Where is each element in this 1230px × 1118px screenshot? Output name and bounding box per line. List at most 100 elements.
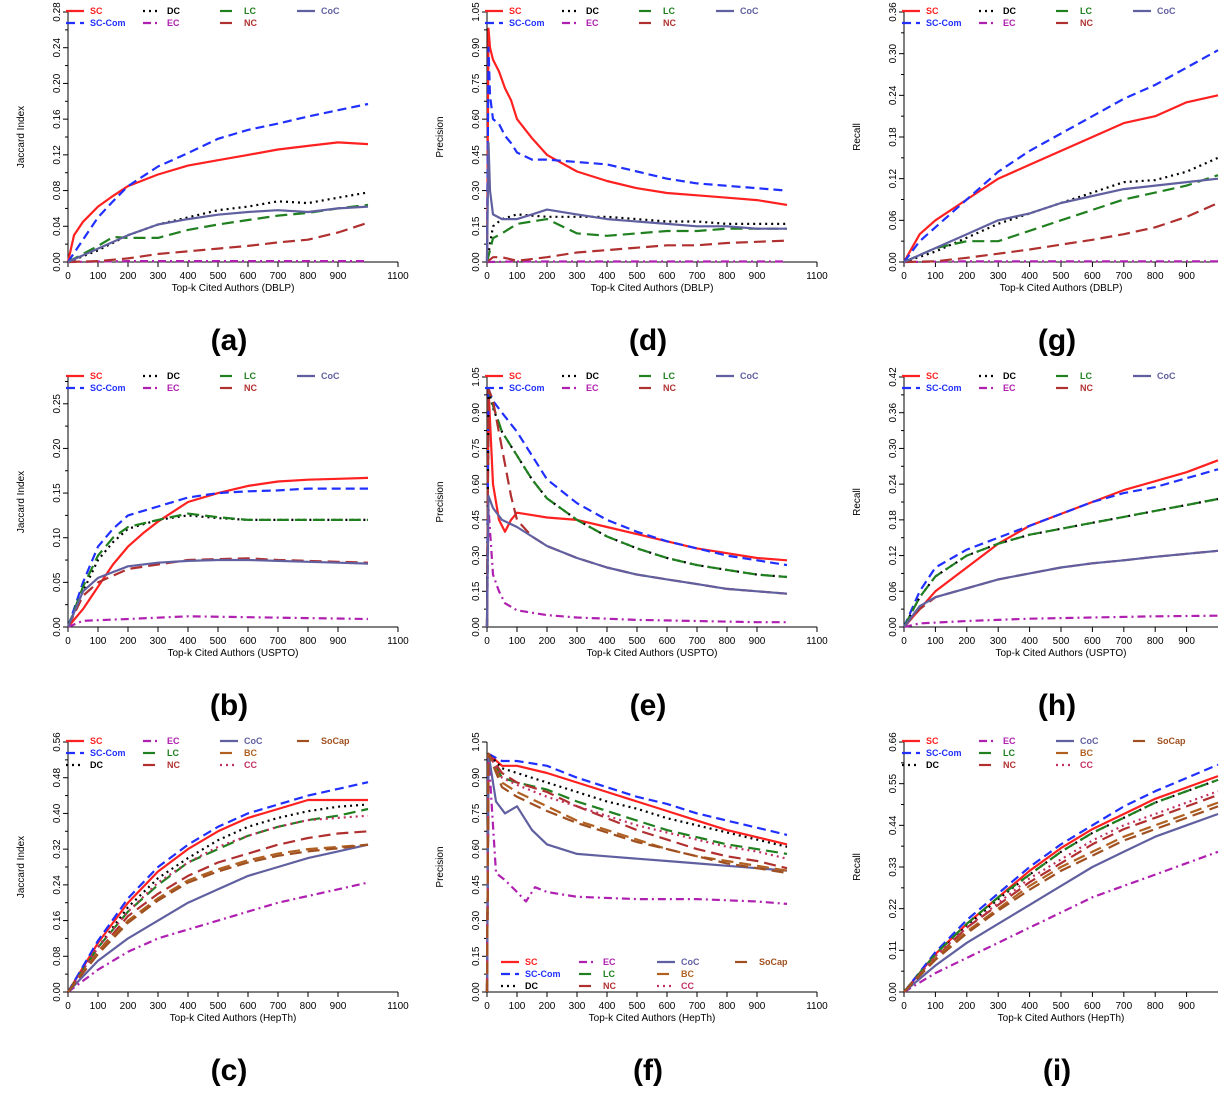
legend-entry-ec: EC [579,957,616,967]
x-tick-label: 800 [300,271,317,282]
x-tick-label: 300 [990,636,1007,647]
x-tick-label: 700 [1115,1001,1132,1012]
legend-label: CC [244,760,257,770]
x-axis-title: Top-k Cited Authors (DBLP) [172,283,295,294]
x-tick-label: 300 [569,1001,586,1012]
legend-entry-cc: CC [220,760,257,770]
series-line-socap [67,843,369,993]
x-tick-label: 800 [1147,636,1164,647]
legend-entry-nc: NC [979,760,1016,770]
legend-entry-sc: SC [66,736,103,746]
series-line-coc [67,843,369,993]
series-line-ec [485,506,787,628]
series-line-nc [903,549,1219,628]
x-tick-label: 200 [120,636,137,647]
x-tick-label: 200 [958,271,975,282]
legend-label: EC [586,18,599,28]
x-tick-label: 200 [120,1001,137,1012]
series-line-nc [67,830,369,993]
legend-entry-sc-com: SC-Com [66,18,126,28]
y-tick-label: 0.75 [471,803,482,823]
series-line-ec [67,881,369,993]
legend-label: NC [1080,383,1093,393]
y-tick-label: 0.30 [471,910,482,930]
y-tick-label: 0.42 [888,367,899,387]
legend-label: CoC [681,957,700,967]
series-line-nc [903,793,1219,993]
y-axis-title: Precision [435,846,446,887]
legend-label: DC [1003,371,1016,381]
legend-label: SC [90,6,103,16]
series-line-lc [903,497,1219,628]
legend-label: LC [603,969,615,979]
legend-entry-socap: SoCap [297,736,350,746]
legend-label: SC [525,957,538,967]
legend-entry-ec: EC [979,383,1016,393]
legend-label: DC [586,6,599,16]
y-tick-label: 0.22 [888,898,899,918]
series-line-ec [903,614,1219,629]
legend-label: BC [681,969,694,979]
x-tick-label: 200 [958,636,975,647]
legend-label: CoC [1157,6,1176,16]
x-tick-label: 500 [629,636,646,647]
legend-entry-nc: NC [220,383,257,393]
legend-label: SC [509,371,522,381]
legend-entry-dc: DC [66,760,103,770]
x-tick-label: 800 [719,1001,736,1012]
x-tick-label: 900 [749,1001,766,1012]
series-line-coc [66,558,369,628]
x-tick-label: 1100 [387,636,409,647]
legend-label: CoC [1157,371,1176,381]
x-tick-label: 100 [927,636,944,647]
x-axis-title: Top-k Cited Authors (HepTh) [998,1013,1125,1024]
x-tick-label: 400 [1021,636,1038,647]
legend-label: NC [603,981,616,991]
y-tick-label: 0.18 [888,127,899,147]
panel-i: 0 100 200 300 400 500 600 700 800 900 0.00 0.11 0.22… [852,732,1219,1087]
panel-label: (g) [1038,324,1076,357]
y-tick-label: 0.00 [471,617,482,637]
y-tick-label: 0.33 [888,857,899,877]
x-tick-label: 100 [90,271,107,282]
y-tick-label: 0.16 [52,910,63,930]
x-tick-label: 1100 [387,271,409,282]
legend-entry-sc-com: SC-Com [485,383,545,393]
series-line-nc [486,239,788,263]
legend-label: CoC [321,371,340,381]
x-tick-label: 200 [539,271,556,282]
legend-label: SC [926,371,939,381]
x-tick-label: 400 [180,636,197,647]
legend-entry-lc: LC [579,969,615,979]
x-tick-label: 400 [1021,1001,1038,1012]
legend-label: DC [90,760,103,770]
y-tick-label: 0.75 [471,438,482,458]
series-line-nc [67,221,369,264]
legend-entry-ec: EC [143,736,180,746]
series-line-dc [903,497,1219,628]
legend-entry-sc: SC [501,957,538,967]
legend-entry-dc: DC [979,6,1016,16]
series-line-lc [485,218,787,263]
legend-entry-lc: LC [220,6,256,16]
x-axis-title: Top-k Cited Authors (USPTO) [996,648,1127,659]
y-tick-label: 0.15 [471,581,482,601]
legend-label: SC-Com [90,18,126,28]
series-line-sc [485,752,788,993]
x-tick-label: 200 [120,271,137,282]
x-tick-label: 900 [330,1001,347,1012]
x-tick-label: 900 [1178,271,1195,282]
legend-entry-sc: SC [66,6,103,16]
series-line-ec [485,752,788,993]
legend-label: LC [244,6,256,16]
series-line-ec [67,260,368,264]
legend-entry-ec: EC [143,18,180,28]
legend-label: SC-Com [926,18,962,28]
x-tick-label: 700 [1115,636,1132,647]
legend-entry-lc: LC [1056,371,1092,381]
legend-entry-dc: DC [143,6,180,16]
legend-label: SC-Com [90,383,126,393]
y-tick-label: 0.00 [888,982,899,1002]
series-line-sc-com [67,781,369,993]
